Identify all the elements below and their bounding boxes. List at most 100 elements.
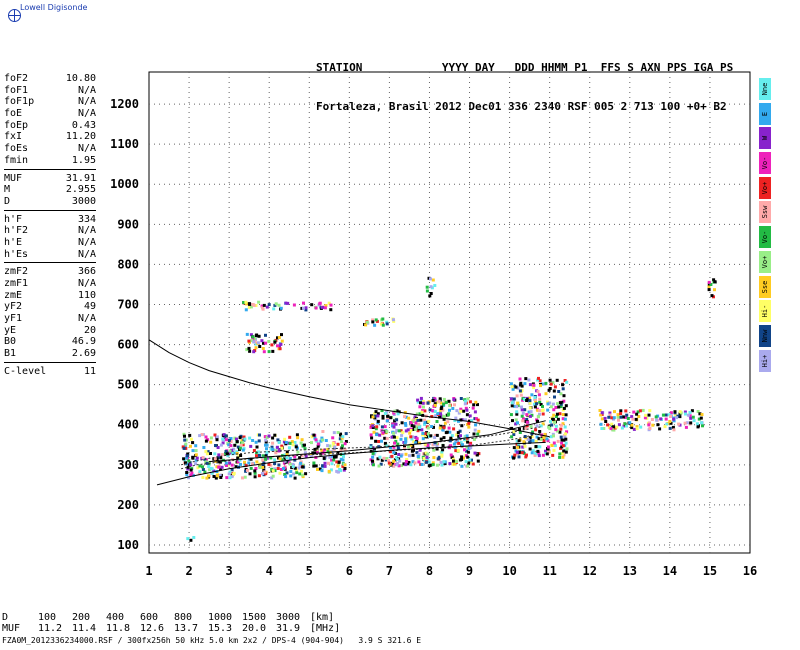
echo-point bbox=[209, 436, 213, 440]
echo-point bbox=[270, 476, 274, 480]
echo-point bbox=[431, 461, 435, 465]
echo-point bbox=[321, 438, 325, 442]
echo-point bbox=[600, 411, 604, 415]
echo-point bbox=[221, 441, 225, 445]
echo-point bbox=[528, 401, 532, 405]
echo-point bbox=[397, 464, 401, 468]
echo-point bbox=[521, 411, 525, 415]
echo-point bbox=[185, 456, 189, 460]
header-values: Fortaleza, Brasil 2012 Dec01 336 2340 RS… bbox=[316, 100, 727, 113]
echo-point bbox=[470, 458, 473, 462]
echo-point bbox=[258, 453, 261, 457]
parameter-name: B0 bbox=[4, 336, 17, 348]
parameter-value: 49 bbox=[83, 301, 96, 313]
echo-point bbox=[386, 414, 390, 418]
echo-point bbox=[524, 377, 528, 381]
echo-point bbox=[246, 468, 249, 472]
echo-point bbox=[546, 447, 550, 451]
echo-point bbox=[269, 456, 273, 460]
echo-point bbox=[254, 304, 258, 307]
echo-point bbox=[385, 457, 389, 460]
echo-point bbox=[519, 393, 523, 397]
echo-point bbox=[329, 468, 333, 472]
echo-point bbox=[244, 308, 248, 312]
echo-point bbox=[279, 342, 283, 346]
echo-point bbox=[254, 440, 258, 444]
echo-point bbox=[635, 427, 639, 431]
echo-point bbox=[226, 454, 230, 458]
echo-point bbox=[340, 446, 344, 450]
echo-point bbox=[630, 415, 634, 419]
echo-point bbox=[230, 475, 234, 479]
echo-point bbox=[674, 414, 678, 417]
echo-point bbox=[643, 416, 647, 420]
echo-point bbox=[227, 443, 231, 447]
echo-point bbox=[560, 438, 564, 442]
echo-point bbox=[310, 441, 313, 445]
echo-point bbox=[231, 452, 235, 456]
echo-point bbox=[404, 463, 408, 467]
echo-point bbox=[542, 436, 546, 440]
echo-point bbox=[421, 431, 425, 435]
echo-point bbox=[223, 435, 227, 439]
echo-point bbox=[416, 400, 420, 404]
echo-point bbox=[245, 332, 249, 336]
legend-swatch: Hi- bbox=[759, 300, 771, 323]
echo-point bbox=[399, 437, 403, 441]
echo-point bbox=[248, 349, 252, 353]
echo-point bbox=[616, 415, 620, 419]
echo-point bbox=[454, 416, 458, 420]
echo-point bbox=[514, 418, 518, 422]
echo-point bbox=[343, 448, 347, 452]
echo-point bbox=[442, 417, 446, 421]
echo-point bbox=[610, 424, 614, 428]
echo-point bbox=[262, 461, 266, 465]
echo-point bbox=[547, 450, 551, 454]
echo-point bbox=[553, 444, 557, 448]
echo-point bbox=[301, 465, 305, 469]
legend-label: Nne bbox=[761, 82, 769, 96]
echo-point bbox=[468, 443, 472, 447]
echo-point bbox=[456, 431, 460, 435]
echo-point bbox=[399, 429, 403, 433]
echo-point bbox=[654, 415, 658, 419]
echo-point bbox=[641, 408, 645, 412]
echo-point bbox=[244, 300, 248, 304]
echo-point bbox=[381, 414, 385, 418]
echo-point bbox=[561, 413, 565, 416]
echo-point bbox=[278, 345, 281, 349]
parameter-name: h'Es bbox=[4, 248, 29, 260]
echo-point bbox=[204, 450, 208, 454]
echo-point bbox=[418, 412, 422, 416]
echo-point bbox=[565, 447, 569, 451]
echo-point bbox=[671, 425, 675, 429]
echo-point bbox=[392, 435, 396, 439]
echo-point bbox=[624, 409, 628, 413]
echo-point bbox=[191, 441, 195, 445]
echo-point bbox=[404, 437, 408, 441]
panel-divider bbox=[4, 262, 96, 264]
muf-table: D 100 200 400 600 800 1000 1500 3000 [km… bbox=[2, 612, 350, 634]
echo-point bbox=[525, 420, 529, 424]
echo-point bbox=[385, 322, 389, 326]
x-tick-label: 5 bbox=[306, 564, 313, 578]
parameter-value: 11 bbox=[83, 365, 96, 377]
echo-point bbox=[536, 378, 539, 382]
echo-point bbox=[394, 439, 398, 443]
echo-point bbox=[296, 436, 300, 440]
echo-point bbox=[273, 449, 277, 453]
echo-point bbox=[707, 280, 711, 284]
echo-point bbox=[403, 441, 407, 445]
echo-point bbox=[420, 410, 424, 414]
echo-point bbox=[184, 438, 188, 442]
parameter-value: N/A bbox=[77, 248, 96, 260]
echo-point bbox=[440, 414, 444, 418]
echo-point bbox=[389, 446, 392, 450]
echo-point bbox=[461, 443, 464, 447]
echo-point bbox=[410, 437, 414, 441]
echo-point bbox=[472, 403, 476, 407]
echo-point bbox=[564, 437, 568, 441]
echo-point bbox=[426, 443, 430, 447]
echo-point bbox=[312, 464, 316, 468]
echo-point bbox=[459, 441, 463, 445]
